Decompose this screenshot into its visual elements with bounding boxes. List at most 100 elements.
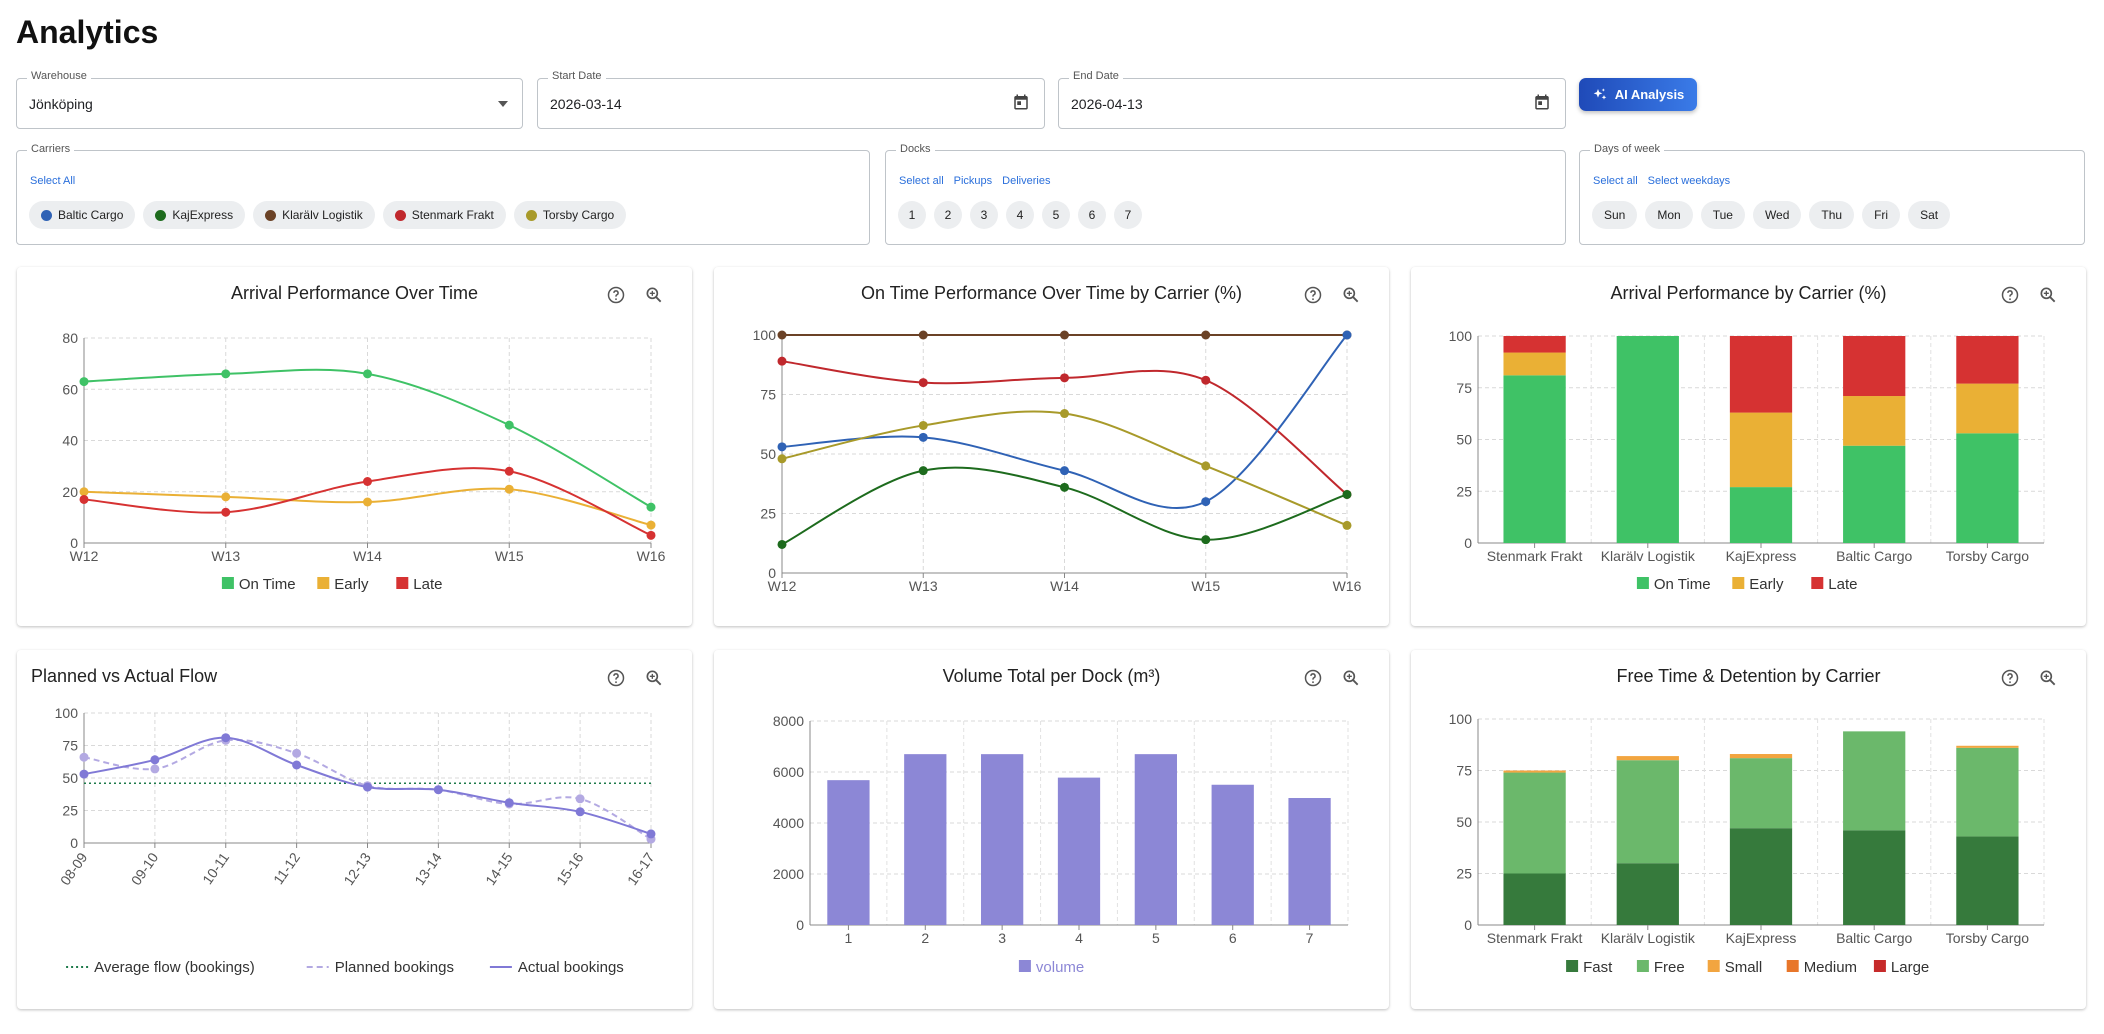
planned-vs-actual-chart: 0 25 50 75 100 08-09 09-10 10-11 11-12 12-13 13-14… <box>55 705 658 976</box>
data-point <box>1201 375 1211 385</box>
dock-chip-3[interactable]: 3 <box>970 201 998 229</box>
page-title: Analytics <box>16 14 159 50</box>
y-tick-label: 100 <box>1449 328 1473 344</box>
docks-link-deliveries[interactable]: Deliveries <box>1002 175 1051 187</box>
start-date-field[interactable]: Start Date 2026-03-14 <box>537 70 1045 129</box>
carrier-chip-torsby-cargo[interactable]: Torsby Cargo <box>513 201 627 229</box>
dock-chip-2[interactable]: 2 <box>934 201 962 229</box>
zoom-icon[interactable] <box>644 285 664 305</box>
data-point <box>79 494 89 504</box>
y-tick-label: 50 <box>62 770 78 786</box>
legend-label: Late <box>413 576 442 593</box>
carrier-chip-baltic-cargo[interactable]: Baltic Cargo <box>29 201 136 229</box>
y-tick-label: 100 <box>1449 711 1473 727</box>
legend-label: Fast <box>1583 959 1613 976</box>
chart-legend: volume <box>1018 959 1084 976</box>
help-icon[interactable] <box>606 285 626 305</box>
legend-swatch <box>1566 960 1579 972</box>
zoom-icon[interactable] <box>1341 668 1361 688</box>
carrier-color-dot <box>525 209 537 221</box>
warehouse-select[interactable]: Warehouse Jönköping <box>16 70 523 129</box>
legend-label: Late <box>1828 576 1857 593</box>
days-link-select-weekdays[interactable]: Select weekdays <box>1647 175 1731 187</box>
bar-small-kajexpress <box>1729 754 1793 759</box>
x-tick-label: Stenmark Frakt <box>1487 548 1583 564</box>
zoom-icon[interactable] <box>2038 668 2058 688</box>
ontime-by-carrier-chart: 0 25 50 75 100 W12 W13 W14 W15 W16 <box>753 327 1362 594</box>
ai-analysis-button[interactable]: AI Analysis <box>1579 78 1697 111</box>
y-tick-label: 80 <box>62 330 78 346</box>
day-chip-sat[interactable]: Sat <box>1908 201 1951 229</box>
help-icon[interactable] <box>606 668 626 688</box>
bar-on-time-kajexpress <box>1729 487 1793 543</box>
bar-volume-1 <box>827 780 870 925</box>
bar-free-baltic-cargo <box>1843 731 1906 831</box>
calendar-icon[interactable] <box>1533 93 1551 111</box>
x-tick-label: W13 <box>211 548 240 564</box>
legend-label: volume <box>1036 959 1084 976</box>
days-label: Days of week <box>1590 143 1665 155</box>
calendar-icon[interactable] <box>1012 93 1030 111</box>
day-chip-fri[interactable]: Fri <box>1862 201 1901 229</box>
data-point <box>1060 373 1069 383</box>
day-chip-thu[interactable]: Thu <box>1809 201 1855 229</box>
dock-chip-1[interactable]: 1 <box>898 201 926 229</box>
zoom-icon[interactable] <box>644 668 664 688</box>
legend-label: On Time <box>1654 576 1711 593</box>
carrier-color-dot <box>41 209 52 221</box>
dock-chip-7[interactable]: 7 <box>1114 201 1142 229</box>
legend-swatch <box>1707 960 1720 972</box>
x-tick-label: Klarälv Logistik <box>1601 930 1696 946</box>
carrier-chip-klaralv-logistik[interactable]: Klarälv Logistik <box>253 201 375 229</box>
data-point <box>918 466 928 476</box>
legend-label: Small <box>1725 959 1763 976</box>
docks-link-pickups[interactable]: Pickups <box>953 175 993 187</box>
data-point <box>1342 520 1352 530</box>
end-date-field[interactable]: End Date 2026-04-13 <box>1058 70 1566 129</box>
free-time-detention-chart: 0 25 50 75 100 Stenmark Frakt Klarälv Logistik… <box>1449 711 2045 976</box>
carrier-chip-kajexpress[interactable]: KajExpress <box>143 201 246 229</box>
carriers-select-all-link[interactable]: Select All <box>30 175 76 187</box>
end-date-value: 2026-04-13 <box>1071 96 1143 112</box>
day-chip-tue[interactable]: Tue <box>1700 201 1745 229</box>
bar-on-time-baltic-cargo <box>1843 445 1906 543</box>
carrier-chip-stenmark-frakt[interactable]: Stenmark Frakt <box>382 201 506 229</box>
data-point <box>363 782 372 792</box>
legend-swatch <box>1636 577 1649 589</box>
help-icon[interactable] <box>1303 285 1323 305</box>
data-point <box>79 769 89 779</box>
data-point <box>363 497 372 507</box>
days-link-select-all[interactable]: Select all <box>1593 175 1638 187</box>
x-tick-label: W13 <box>909 578 938 594</box>
zoom-icon[interactable] <box>2038 285 2058 305</box>
bar-late-stenmark-frakt <box>1503 336 1566 353</box>
days-filter: Days of week Select all Select weekdays S… <box>1579 143 2085 245</box>
chart-card-arrival-performance: 0 20 40 60 80 W12 W13 W14 W15 W16 On Time Early Late… <box>17 267 692 626</box>
dock-chip-5[interactable]: 5 <box>1042 201 1070 229</box>
chart-card-arrival-by-carrier: 0 25 50 75 100 Stenmark Frakt Klarälv Logistik… <box>1411 267 2086 626</box>
day-chip-mon[interactable]: Mon <box>1645 201 1693 229</box>
data-point <box>433 785 443 795</box>
help-icon[interactable] <box>2000 285 2020 305</box>
x-tick-label: KajExpress <box>1726 548 1797 564</box>
x-tick-label: 13-14 <box>411 849 445 888</box>
data-point <box>918 378 928 388</box>
day-chip-wed[interactable]: Wed <box>1752 201 1802 229</box>
docks-link-select-all[interactable]: Select all <box>899 175 944 187</box>
zoom-icon[interactable] <box>1341 285 1361 305</box>
x-tick-label: 15-16 <box>553 849 587 888</box>
data-point <box>646 520 656 530</box>
data-point <box>363 369 372 379</box>
data-point <box>363 477 372 486</box>
dock-chip-6[interactable]: 6 <box>1078 201 1106 229</box>
dock-chip-4[interactable]: 4 <box>1006 201 1034 229</box>
bar-free-klaralv-logistik <box>1616 760 1679 864</box>
help-icon[interactable] <box>1303 668 1323 688</box>
day-chip-sun[interactable]: Sun <box>1592 201 1638 229</box>
y-tick-label: 8000 <box>773 713 804 729</box>
arrival-performance-chart: 0 20 40 60 80 W12 W13 W14 W15 W16 On Time Early Late <box>62 330 665 593</box>
series-line-2 <box>781 334 1348 509</box>
help-icon[interactable] <box>2000 668 2020 688</box>
carrier-chip-label: KajExpress <box>172 208 234 222</box>
x-tick-label: 1 <box>845 930 853 946</box>
